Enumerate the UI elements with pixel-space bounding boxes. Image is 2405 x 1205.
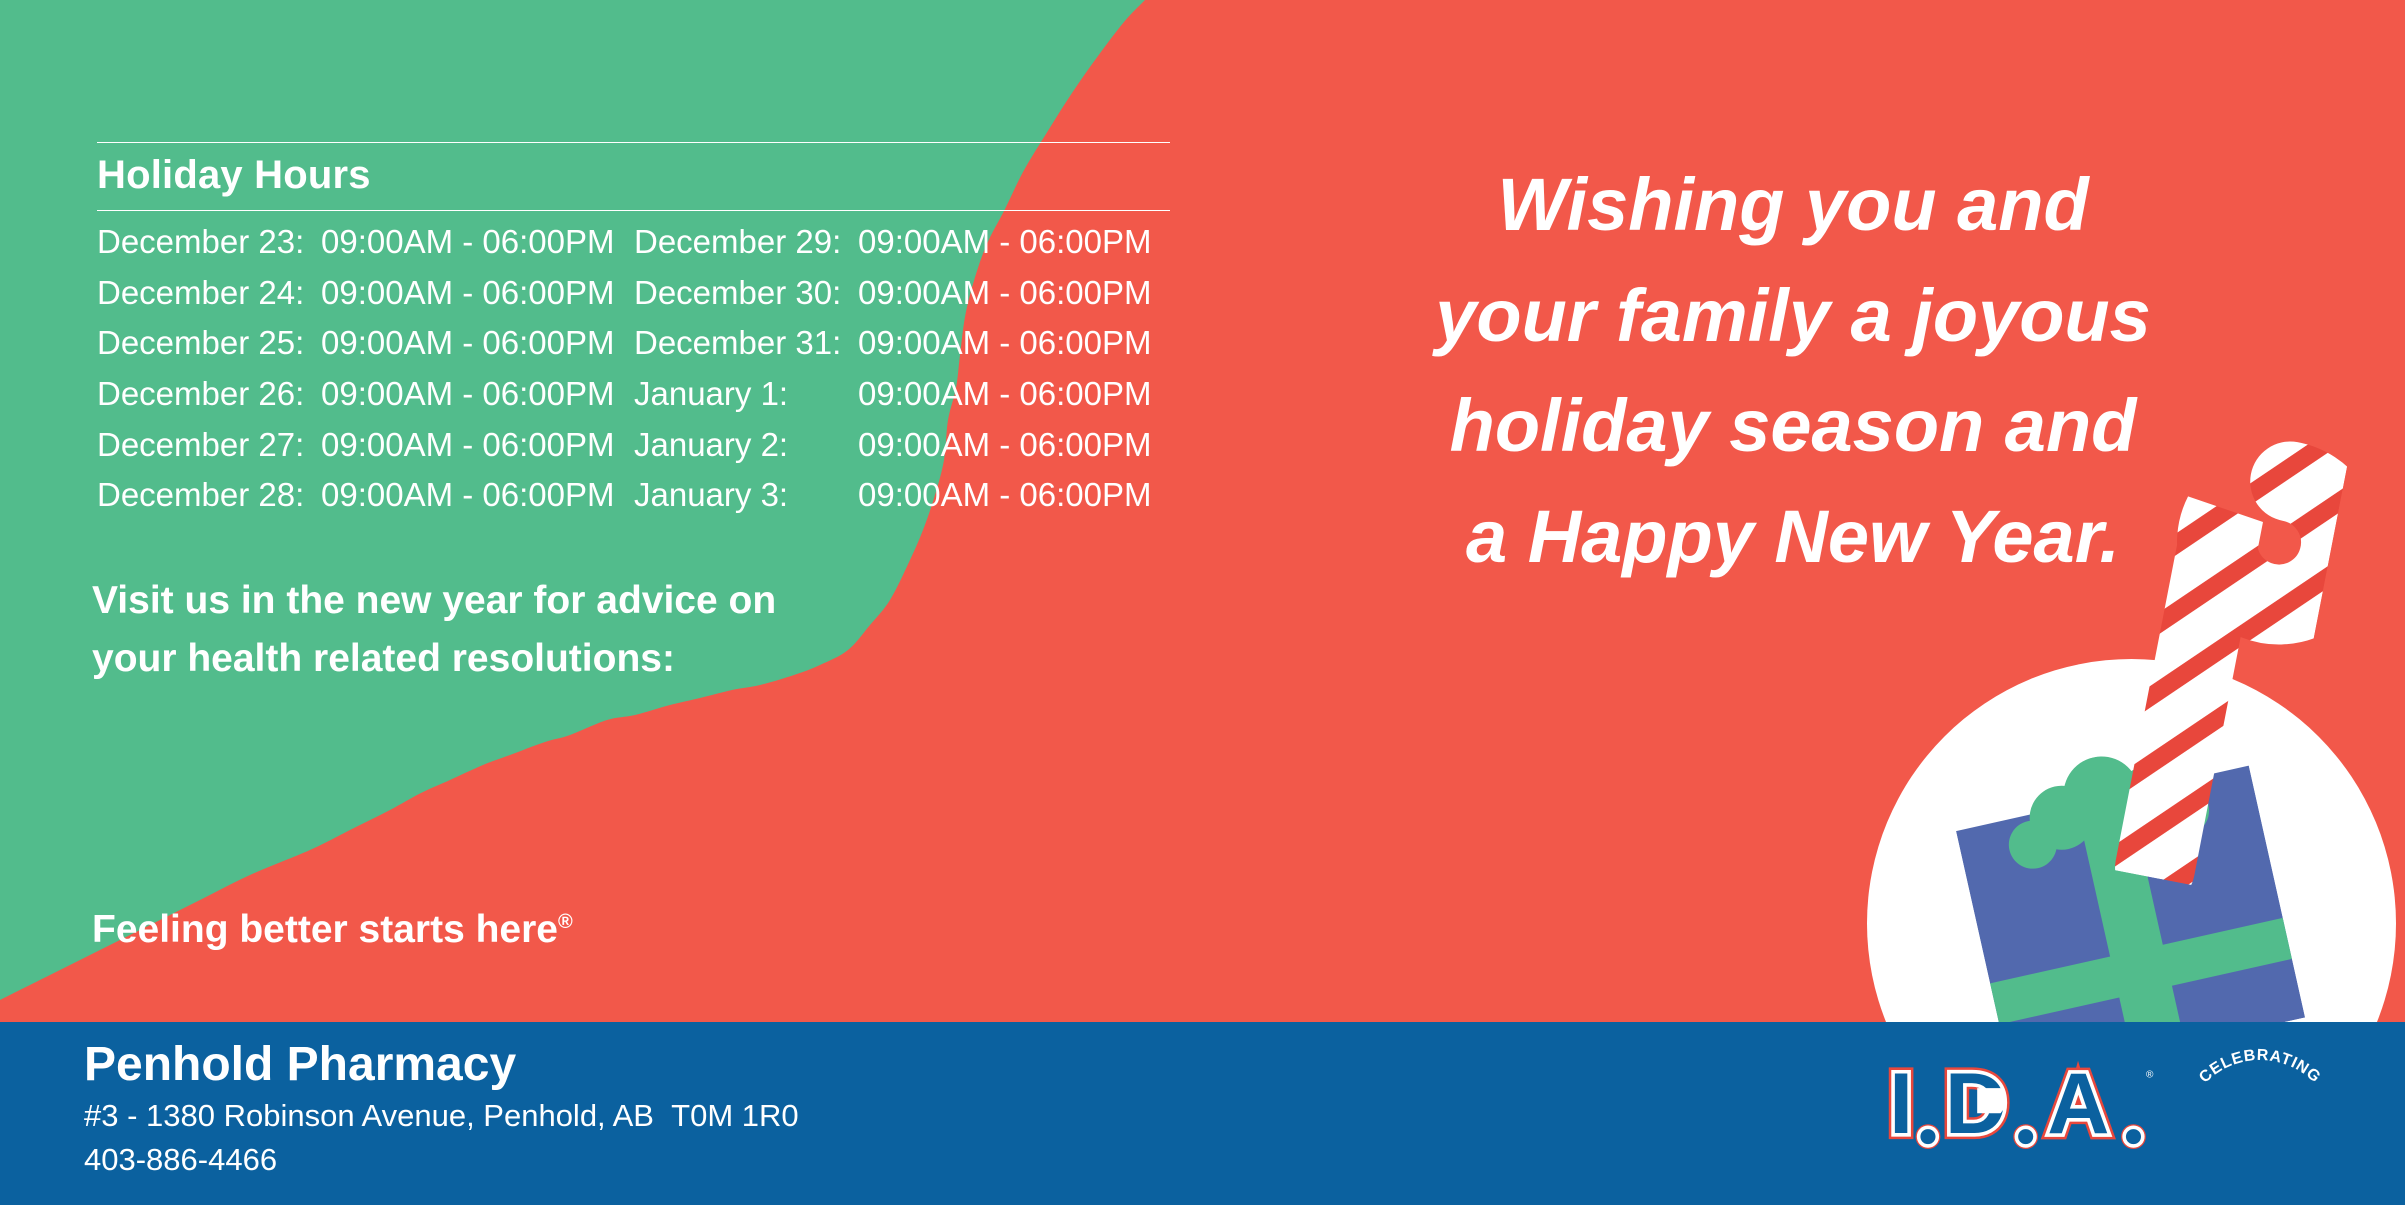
svg-text:®: ®	[2146, 1069, 2154, 1080]
svg-text:CELEBRATING: CELEBRATING	[2196, 1047, 2324, 1087]
svg-text:90: 90	[2207, 1130, 2314, 1142]
svg-text:A: A	[2047, 1056, 2109, 1151]
svg-text:I: I	[1889, 1056, 1913, 1151]
